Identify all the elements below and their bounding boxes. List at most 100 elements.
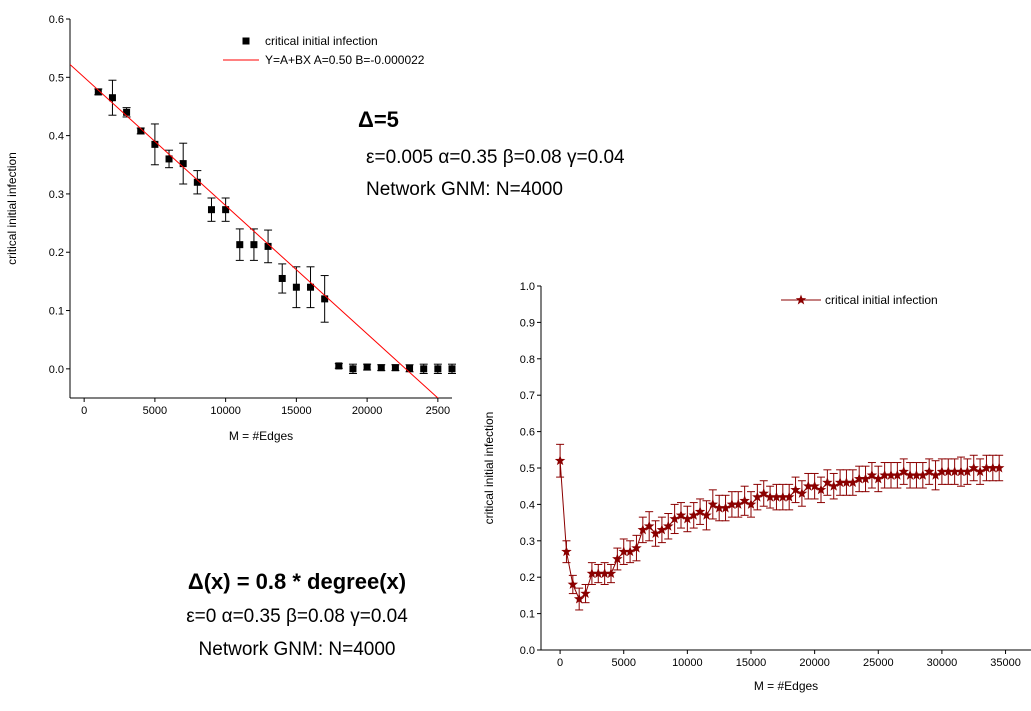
data-point-2-63 bbox=[955, 466, 967, 477]
x-tick-label-1-4: 20000 bbox=[352, 405, 383, 417]
data-point-2-51 bbox=[879, 469, 890, 480]
data-point-1-13 bbox=[278, 274, 286, 282]
data-point-2-22 bbox=[694, 506, 706, 517]
x-tick-label-2-5: 25000 bbox=[863, 657, 894, 669]
data-point-2-3 bbox=[573, 593, 585, 604]
data-point-2-30 bbox=[745, 498, 757, 509]
data-point-2-28 bbox=[733, 498, 744, 509]
data-point-1-19 bbox=[363, 363, 371, 371]
y-tick-label-2-7: 0.7 bbox=[520, 390, 535, 402]
y-tick-label-2-2: 0.2 bbox=[520, 572, 535, 584]
y-tick-label-2-1: 0.1 bbox=[520, 609, 535, 621]
series-line-2 bbox=[559, 460, 1000, 600]
x-axis-label-1: M = #Edges bbox=[229, 429, 293, 443]
legend-1: critical initial infection Y=A+BX A=0.50 … bbox=[223, 34, 425, 67]
data-point-2-58 bbox=[923, 466, 935, 477]
data-point-2-67 bbox=[981, 462, 992, 473]
data-point-2-18 bbox=[669, 513, 680, 524]
data-point-2-55 bbox=[904, 469, 916, 480]
data-point-2-29 bbox=[739, 495, 750, 506]
x-tick-label-2-7: 35000 bbox=[990, 657, 1021, 669]
data-point-2-68 bbox=[987, 462, 999, 473]
data-point-2-56 bbox=[911, 469, 922, 480]
data-point-2-46 bbox=[847, 477, 859, 488]
legend-label-1-1: Y=A+BX A=0.50 B=-0.000022 bbox=[265, 53, 425, 67]
data-point-1-4 bbox=[151, 140, 159, 148]
y-axis-label-2: critical initial infection bbox=[482, 412, 496, 525]
data-point-1-15 bbox=[307, 283, 315, 291]
data-point-2-5 bbox=[586, 568, 598, 579]
annotation-delta-1: Δ=5 bbox=[358, 107, 399, 132]
x-tick-label-2-6: 30000 bbox=[927, 657, 958, 669]
data-point-2-69 bbox=[993, 462, 1005, 473]
data-point-2-35 bbox=[777, 491, 789, 502]
x-tick-label-1-0: 0 bbox=[81, 405, 87, 417]
y-tick-label-1-3: 0.3 bbox=[49, 189, 64, 201]
data-point-2-39 bbox=[803, 480, 814, 491]
y-tick-label-1-2: 0.2 bbox=[49, 247, 64, 259]
data-point-2-65 bbox=[968, 462, 979, 473]
data-point-2-20 bbox=[682, 513, 693, 524]
data-point-2-52 bbox=[885, 469, 897, 480]
data-point-2-64 bbox=[962, 466, 973, 477]
data-point-2-17 bbox=[663, 520, 674, 531]
data-point-2-45 bbox=[841, 477, 852, 488]
data-point-2-44 bbox=[834, 477, 846, 488]
data-point-2-42 bbox=[822, 477, 833, 488]
data-point-2-12 bbox=[631, 542, 642, 553]
data-point-2-61 bbox=[943, 466, 954, 477]
legend-label-1-0: critical initial infection bbox=[265, 34, 378, 48]
data-point-1-22 bbox=[406, 364, 414, 372]
data-point-2-34 bbox=[771, 491, 782, 502]
y-tick-label-1-1: 0.1 bbox=[49, 306, 64, 318]
y-tick-label-2-9: 0.9 bbox=[520, 317, 535, 329]
annotation-params-1: ε=0.005 α=0.35 β=0.08 γ=0.04 bbox=[366, 147, 625, 168]
data-point-2-27 bbox=[726, 498, 738, 509]
x-tick-label-2-1: 5000 bbox=[611, 657, 635, 669]
data-point-2-4 bbox=[580, 588, 591, 599]
y-tick-label-1-0: 0.0 bbox=[49, 364, 64, 376]
x-tick-label-2-0: 0 bbox=[557, 657, 563, 669]
x-axis-label-2: M = #Edges bbox=[754, 679, 818, 693]
data-point-2-54 bbox=[898, 466, 909, 477]
data-point-2-9 bbox=[612, 553, 623, 564]
data-point-2-59 bbox=[930, 469, 941, 480]
data-point-2-24 bbox=[707, 498, 719, 509]
data-point-2-48 bbox=[860, 473, 871, 484]
data-point-1-17 bbox=[335, 362, 343, 370]
legend-marker-2-0 bbox=[795, 294, 807, 305]
y-tick-label-1-5: 0.5 bbox=[49, 72, 64, 84]
data-point-2-33 bbox=[764, 491, 776, 502]
x-tick-label-1-3: 15000 bbox=[281, 405, 312, 417]
x-tick-label-2-3: 15000 bbox=[736, 657, 767, 669]
data-point-2-41 bbox=[815, 484, 827, 495]
data-point-1-12 bbox=[264, 242, 272, 250]
data-point-1-21 bbox=[391, 364, 399, 372]
annotation-delta-2: Δ(x) = 0.8 * degree(x) bbox=[188, 569, 406, 594]
data-point-2-38 bbox=[796, 487, 808, 498]
data-point-1-11 bbox=[250, 241, 258, 249]
legend-2: critical initial infection bbox=[781, 293, 938, 307]
y-tick-label-2-3: 0.3 bbox=[520, 536, 535, 548]
data-point-1-20 bbox=[377, 364, 385, 372]
data-point-2-31 bbox=[752, 491, 763, 502]
annotation-block-2: Δ(x) = 0.8 * degree(x) ε=0 α=0.35 β=0.08… bbox=[186, 569, 408, 660]
y-axis-label-1: critical initial infection bbox=[5, 152, 19, 265]
data-point-2-1 bbox=[561, 546, 572, 557]
data-point-2-50 bbox=[873, 473, 884, 484]
x-tick-label-1-5: 2500 bbox=[426, 405, 450, 417]
annotation-block-1: Δ=5 ε=0.005 α=0.35 β=0.08 γ=0.04 Network… bbox=[358, 107, 625, 200]
data-point-1-10 bbox=[236, 241, 244, 249]
data-point-1-0 bbox=[94, 88, 102, 96]
data-point-2-37 bbox=[790, 484, 801, 495]
x-tick-label-1-1: 5000 bbox=[143, 405, 167, 417]
data-point-2-6 bbox=[593, 568, 604, 579]
data-point-2-32 bbox=[758, 487, 769, 498]
y-tick-label-2-4: 0.4 bbox=[520, 499, 535, 511]
data-point-2-66 bbox=[974, 466, 986, 477]
data-point-2-19 bbox=[675, 509, 687, 520]
data-point-2-40 bbox=[809, 480, 820, 491]
data-point-1-23 bbox=[420, 365, 428, 373]
data-point-2-16 bbox=[656, 524, 668, 535]
y-tick-label-1-6: 0.6 bbox=[49, 14, 64, 26]
